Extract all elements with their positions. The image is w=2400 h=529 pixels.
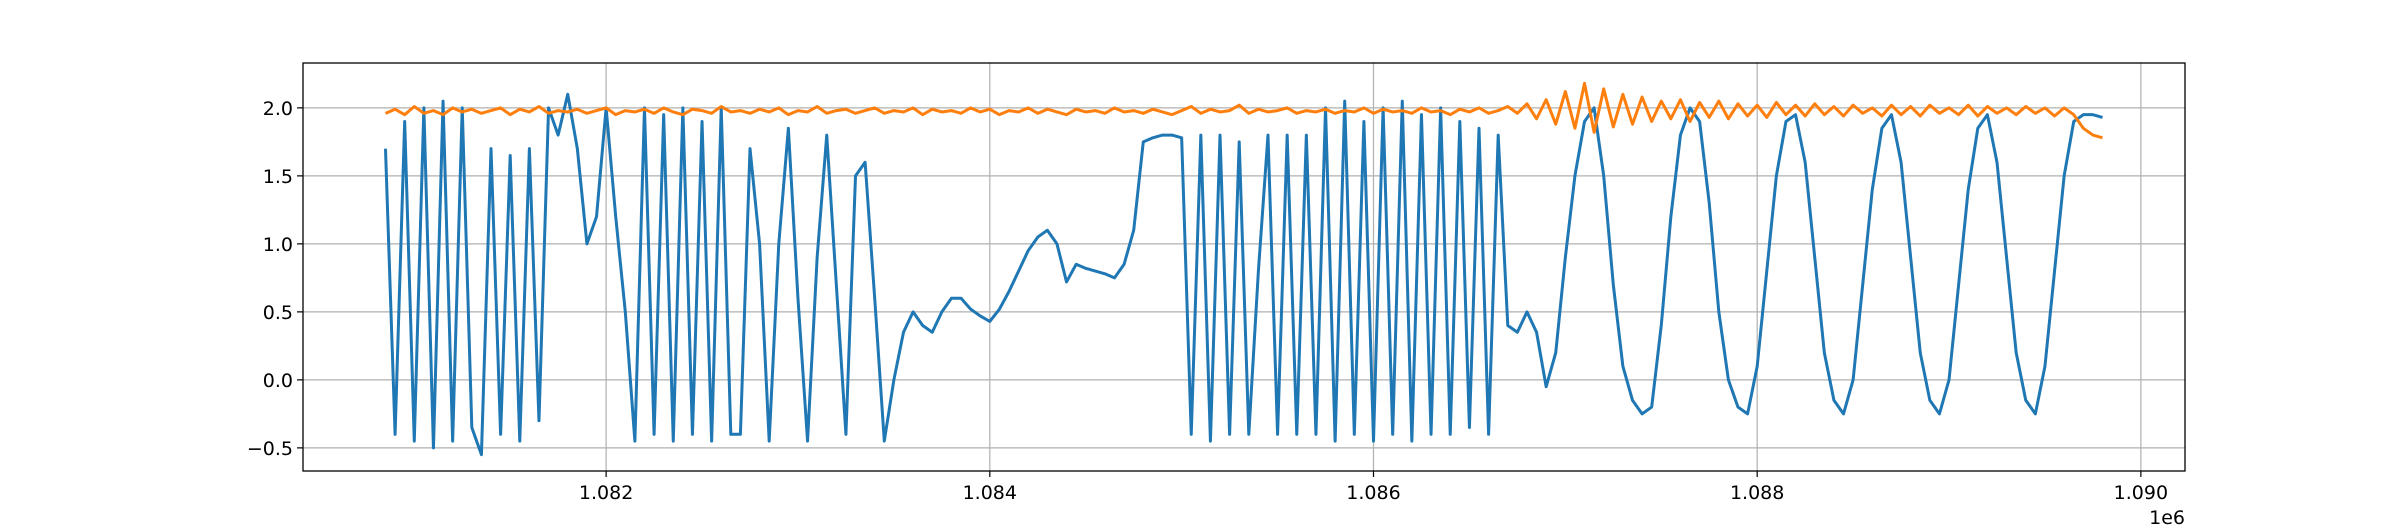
y-tick-label: 0.5	[263, 302, 293, 324]
x-tick-label: 1.086	[1346, 482, 1400, 504]
y-tick-label: 2.0	[263, 98, 293, 120]
x-offset-label: 1e6	[2149, 507, 2185, 525]
series-line	[383, 92, 2103, 457]
plot-area	[383, 81, 2103, 457]
y-tick-label: 1.0	[263, 234, 293, 256]
y-tick-label: 1.5	[263, 166, 293, 188]
x-tick-label: 1.084	[963, 482, 1017, 504]
x-tick-label: 1.088	[1730, 482, 1784, 504]
y-tick-label: −0.5	[247, 438, 293, 460]
series-line	[384, 81, 2103, 140]
x-tick-label: 1.090	[2114, 482, 2168, 504]
axes-frame	[302, 62, 2186, 472]
y-tick-label: 0.0	[263, 370, 293, 392]
x-tick-label: 1.082	[579, 482, 633, 504]
ticks: 1.082 1.084 1.086 1.088 1.090 −0.5 0.0 0.5 1.0 1.…	[247, 98, 2168, 504]
